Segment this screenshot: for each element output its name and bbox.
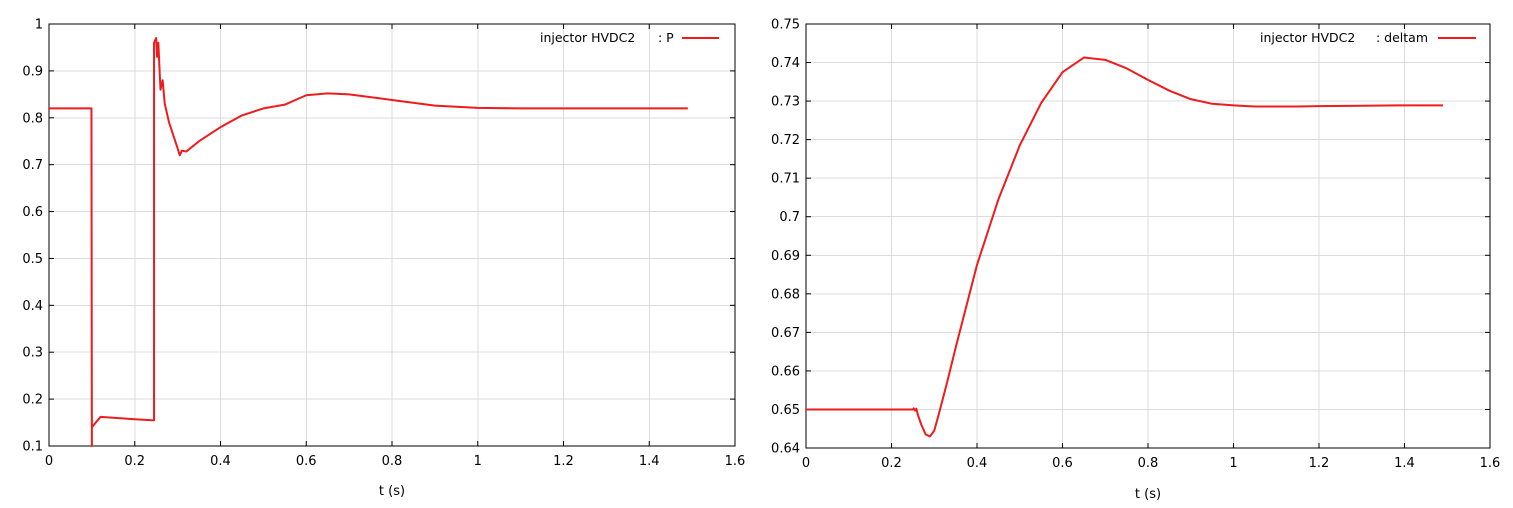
y-tick-label: 0.7: [22, 158, 43, 173]
legend-label: : deltam: [1376, 30, 1428, 45]
x-tick-label: 0: [802, 456, 810, 471]
y-tick-label: 0.64: [771, 442, 800, 457]
y-tick-label: 0.68: [771, 287, 800, 302]
x-tick-label: 0.8: [382, 454, 403, 469]
y-tick-label: 0.8: [22, 111, 43, 126]
y-tick-label: 0.7: [779, 210, 800, 225]
x-tick-label: 0.6: [296, 454, 317, 469]
y-tick-label: 0.1: [22, 440, 43, 455]
legend-prefix: injector HVDC2: [540, 30, 635, 45]
legend: injector HVDC2 : P: [540, 30, 719, 45]
y-tick-label: 0.9: [22, 64, 43, 79]
y-tick-label: 1: [35, 18, 43, 33]
y-tick-label: 0.3: [22, 346, 43, 361]
x-axis-label: t (s): [1135, 487, 1161, 502]
series-line: [806, 56, 1443, 438]
x-tick-label: 1.6: [1480, 456, 1501, 471]
y-tick-label: 0.75: [771, 18, 800, 33]
x-tick-label: 1.2: [1309, 456, 1330, 471]
x-tick-label: 0.2: [881, 456, 902, 471]
x-tick-label: 1.2: [553, 454, 574, 469]
y-tick-label: 0.5: [22, 252, 43, 267]
y-tick-label: 0.66: [771, 364, 800, 379]
x-tick-label: 1.4: [1394, 456, 1415, 471]
y-tick-label: 0.6: [22, 205, 43, 220]
y-tick-label: 0.65: [771, 403, 800, 418]
x-tick-label: 0.2: [124, 454, 145, 469]
x-tick-label: 1.4: [639, 454, 660, 469]
x-tick-label: 1: [1229, 456, 1237, 471]
legend-label: : P: [658, 30, 674, 45]
x-tick-label: 0: [45, 454, 53, 469]
x-tick-label: 0.6: [1052, 456, 1073, 471]
chart-deltam: 0 0.2 0.4 0.6 0.8 1 1.2 1.4 1.6 0.64 0.65 0.66 0.67 0…: [771, 18, 1500, 503]
legend-prefix: injector HVDC2: [1260, 30, 1355, 45]
y-tick-label: 0.69: [771, 249, 800, 264]
y-tick-label: 0.71: [771, 172, 800, 187]
y-tick-label: 0.67: [771, 326, 800, 341]
legend: injector HVDC2 : deltam: [1260, 30, 1476, 45]
x-tick-label: 1: [474, 454, 482, 469]
y-tick-label: 0.4: [22, 299, 43, 314]
y-tick-label: 0.74: [771, 56, 800, 71]
x-tick-label: 1.6: [725, 454, 746, 469]
x-tick-label: 0.8: [1138, 456, 1159, 471]
chart-p: 0 0.2 0.4 0.6 0.8 1 1.2 1.4 1.6 0.1 0.2 0.3 0.4 0.5 0.…: [22, 18, 745, 500]
y-tick-label: 0.73: [771, 95, 800, 110]
y-tick-label: 0.72: [771, 133, 800, 148]
x-tick-label: 0.4: [967, 456, 988, 471]
series-line: [49, 37, 688, 447]
x-tick-label: 0.4: [210, 454, 231, 469]
x-axis-label: t (s): [379, 484, 405, 499]
y-tick-label: 0.2: [22, 393, 43, 408]
